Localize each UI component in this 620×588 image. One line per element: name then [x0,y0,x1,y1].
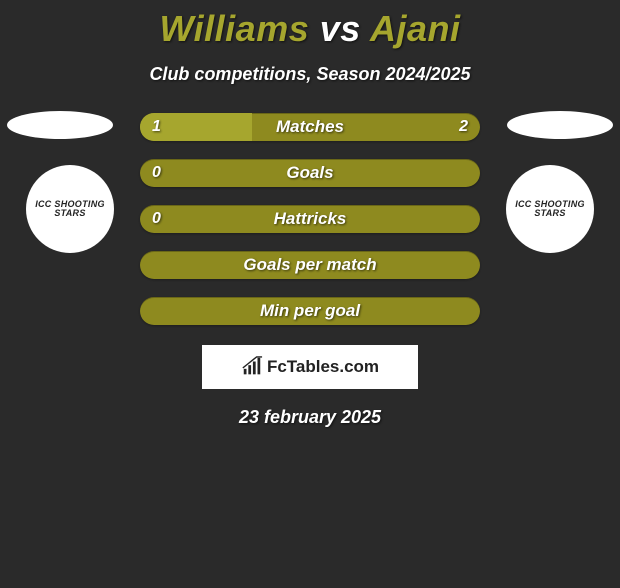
player2-name: Ajani [370,8,461,49]
club-badge-left: ICC SHOOTING STARS [26,165,114,253]
flag-right-icon [507,111,613,139]
player1-name: Williams [160,8,310,49]
stat-bars: 1 2 Matches 0 Goals 0 Hattricks Goals per match… [140,113,480,325]
vs-text: vs [320,8,361,49]
stat-bar: 0 Goals [140,159,480,187]
bar-value-left: 1 [152,118,161,136]
stats-area: ICC SHOOTING STARS ICC SHOOTING STARS 1 2… [0,113,620,325]
bar-value-left: 0 [152,210,161,228]
club-label-left: ICC SHOOTING STARS [26,200,114,218]
stat-bar: Goals per match [140,251,480,279]
stat-bar: Min per goal [140,297,480,325]
bar-label: Hattricks [274,209,347,229]
bar-label: Goals per match [243,255,376,275]
brand-box[interactable]: FcTables.com [202,345,418,389]
bar-label: Min per goal [260,301,360,321]
bar-value-left: 0 [152,164,161,182]
club-badge-right: ICC SHOOTING STARS [506,165,594,253]
stat-bar: 1 2 Matches [140,113,480,141]
brand-chart-icon [241,356,263,378]
bar-value-right: 2 [459,118,468,136]
subtitle: Club competitions, Season 2024/2025 [0,64,620,85]
bar-label: Goals [286,163,333,183]
bar-label: Matches [276,117,344,137]
club-label-right: ICC SHOOTING STARS [506,200,594,218]
flag-left-icon [7,111,113,139]
page-title: Williams vs Ajani [0,8,620,50]
stat-bar: 0 Hattricks [140,205,480,233]
brand-text: FcTables.com [267,357,379,377]
date-text: 23 february 2025 [0,407,620,428]
